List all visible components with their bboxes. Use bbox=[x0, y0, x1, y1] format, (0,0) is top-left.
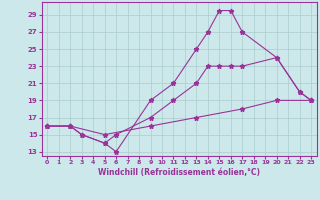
X-axis label: Windchill (Refroidissement éolien,°C): Windchill (Refroidissement éolien,°C) bbox=[98, 168, 260, 177]
